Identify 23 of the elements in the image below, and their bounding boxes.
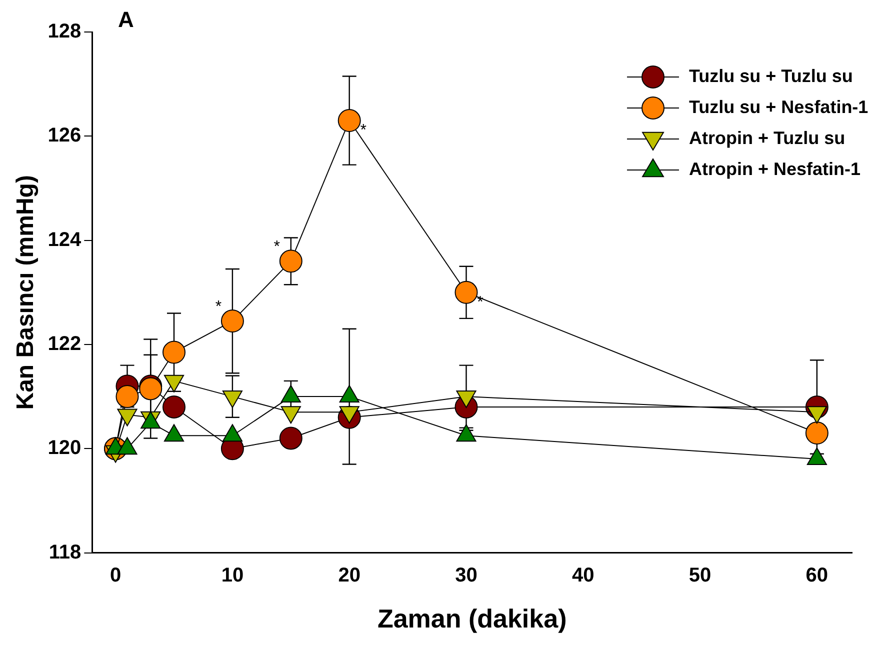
x-tick-label: 0	[110, 564, 122, 586]
y-tick-label: 124	[48, 228, 82, 251]
x-tick-label: 20	[338, 564, 360, 586]
x-tick-label: 10	[221, 564, 244, 586]
x-tick-label: 30	[455, 564, 478, 586]
x-tick-label: 40	[572, 564, 594, 586]
y-tick-label: 128	[48, 20, 82, 43]
annotation: *	[215, 298, 222, 316]
annotation: A	[118, 7, 134, 32]
annotation: *	[360, 122, 366, 139]
x-tick-label: 50	[688, 564, 712, 586]
legend-label: Atropin + Nesfatin-1	[689, 158, 861, 179]
y-tick-label: 126	[48, 124, 82, 147]
y-tick-label: 120	[48, 437, 82, 460]
x-axis-title: Zaman (dakika)	[377, 604, 567, 634]
y-axis-title: Kan Basıncı (mmHg)	[12, 175, 40, 410]
annotation: *	[274, 238, 280, 256]
legend-label: Tuzlu su + Nesfatin-1	[689, 96, 868, 117]
legend-label: Tuzlu su + Tuzlu su	[689, 66, 853, 86]
y-tick-label: 118	[48, 541, 82, 564]
x-tick-label: 60	[806, 564, 828, 586]
legend-label: Atropin + Tuzlu su	[689, 128, 846, 148]
y-tick-label: 122	[48, 332, 82, 355]
